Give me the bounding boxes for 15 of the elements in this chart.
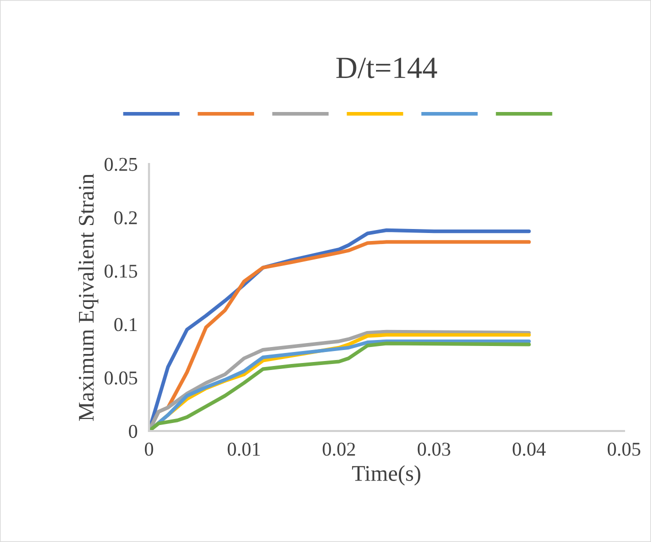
y-tick-label: 0.15 bbox=[104, 264, 138, 278]
x-tick-label: 0.02 bbox=[322, 442, 355, 456]
y-tick-label: 0.05 bbox=[104, 371, 138, 385]
y-tick-label: 0.25 bbox=[104, 158, 138, 172]
chart-title: D/t=144 bbox=[336, 58, 438, 78]
y-axis-title: Maximum Eqivalient Strain bbox=[78, 174, 98, 421]
x-axis-title: Time(s) bbox=[352, 465, 420, 486]
x-tick-label: 0.03 bbox=[418, 442, 450, 456]
x-tick-label: 0.04 bbox=[512, 442, 546, 456]
y-tick-label: 0.2 bbox=[114, 211, 137, 224]
y-tick-label: 0.1 bbox=[114, 318, 137, 332]
x-tick-label: 0.01 bbox=[228, 442, 260, 456]
x-tick-label: 0.05 bbox=[608, 442, 640, 456]
y-tick-label: 0 bbox=[128, 424, 138, 438]
x-tick-label: 0 bbox=[144, 442, 154, 456]
